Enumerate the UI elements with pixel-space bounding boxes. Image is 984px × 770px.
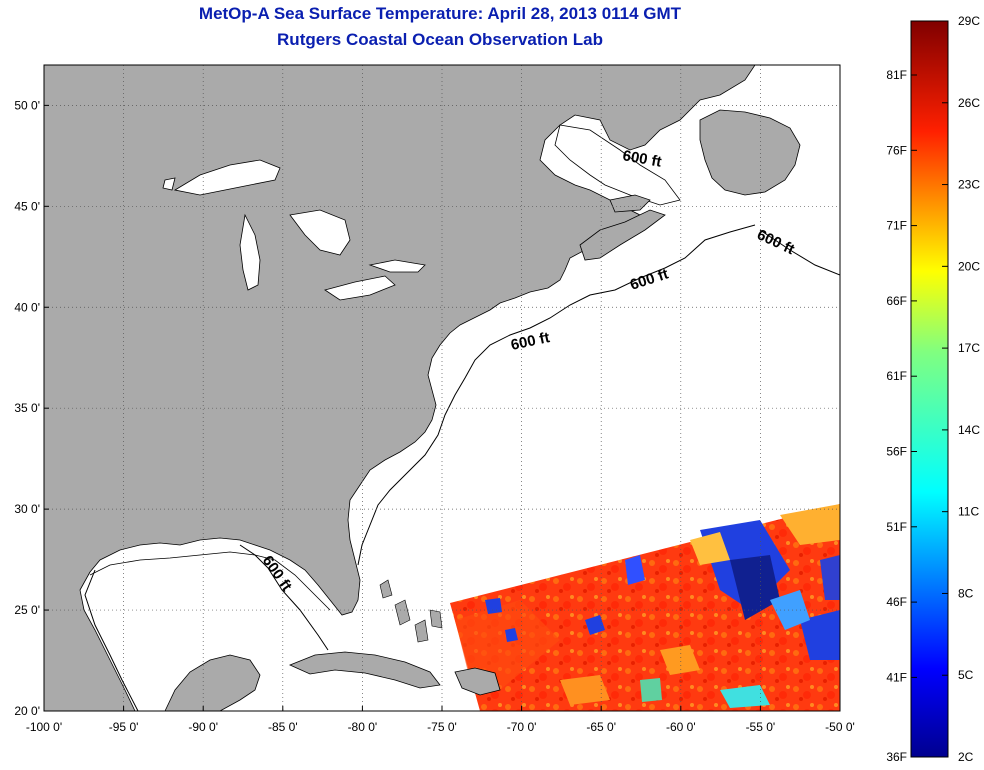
colorbar-f-label: 66F (886, 294, 907, 308)
lon-tick-label: -50 0' (825, 720, 855, 734)
lon-tick-label: -80 0' (348, 720, 378, 734)
lon-tick-label: -95 0' (109, 720, 139, 734)
colorbar-c-label: 23C (958, 178, 980, 192)
longitude-axis: -100 0' -95 0' -90 0' -85 0' -80 0' -75 0' -70… (26, 706, 855, 734)
land-newfoundland (699, 109, 801, 196)
great-lakes (162, 159, 426, 301)
lon-tick-label: -100 0' (26, 720, 62, 734)
colorbar-f-label: 51F (886, 520, 907, 534)
lon-tick-label: -60 0' (666, 720, 696, 734)
colorbar-c-label: 26C (958, 96, 980, 110)
lat-tick-label: 35 0' (14, 401, 40, 415)
colorbar-c-label: 5C (958, 668, 974, 682)
colorbar-c-label: 20C (958, 259, 980, 273)
colorbar-c-label: 8C (958, 586, 974, 600)
lon-tick-label: -75 0' (427, 720, 457, 734)
land-yucatan (164, 654, 261, 711)
colorbar-f-label: 36F (886, 750, 907, 764)
colorbar-f-label: 56F (886, 445, 907, 459)
colorbar-f-label: 71F (886, 219, 907, 233)
map-title: MetOp-A Sea Surface Temperature: April 2… (198, 4, 682, 23)
lon-tick-label: -70 0' (507, 720, 537, 734)
colorbar-f-label: 46F (886, 595, 907, 609)
map-subtitle: Rutgers Coastal Ocean Observation Lab (277, 30, 603, 49)
colorbar-f-label: 81F (886, 68, 907, 82)
land-north-america (44, 65, 756, 711)
contour-label: 600 ft (621, 147, 663, 171)
colorbar-c-label: 17C (958, 341, 980, 355)
lon-tick-label: -65 0' (586, 720, 616, 734)
colorbar-c-label: 2C (958, 750, 974, 764)
lat-tick-label: 25 0' (14, 603, 40, 617)
lon-tick-label: -55 0' (746, 720, 776, 734)
colorbar-f-label: 76F (886, 143, 907, 157)
lat-tick-label: 30 0' (14, 502, 40, 516)
colorbar-c-label: 29C (958, 14, 980, 28)
lat-tick-label: 20 0' (14, 704, 40, 718)
colorbar-fahrenheit-ticks: 81F 76F 71F 66F 61F 56F 51F 46F 41F 36F (886, 68, 917, 764)
lat-tick-label: 45 0' (14, 199, 40, 213)
colorbar-celsius-ticks: 29C 26C 23C 20C 17C 14C 11C 8C 5C 2C (942, 14, 980, 764)
colorbar (910, 20, 949, 758)
sst-swath (450, 504, 840, 711)
land-cuba (288, 651, 441, 689)
latitude-axis: 50 0' 45 0' 40 0' 35 0' 30 0' 25 0' 20 0' (14, 98, 49, 718)
colorbar-c-label: 14C (958, 423, 980, 437)
lon-tick-label: -90 0' (188, 720, 218, 734)
lat-tick-label: 50 0' (14, 98, 40, 112)
lon-tick-label: -85 0' (268, 720, 298, 734)
lat-tick-label: 40 0' (14, 300, 40, 314)
colorbar-c-label: 11C (958, 505, 979, 519)
land-bahamas (379, 579, 443, 643)
colorbar-f-label: 41F (886, 670, 907, 684)
colorbar-f-label: 61F (886, 369, 907, 383)
depth-contour-600ft (357, 224, 840, 566)
